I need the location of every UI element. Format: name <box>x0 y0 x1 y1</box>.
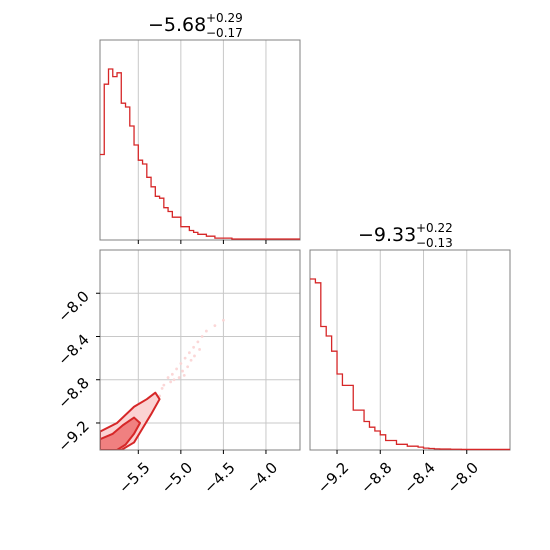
hist-1-frame <box>99 39 301 241</box>
hist-2-title: −9.33 <box>358 224 416 246</box>
hist-1-title-sup: +0.29 <box>206 11 243 25</box>
hist-2-ticks <box>336 450 468 454</box>
scatter-y-tick-label: −8.0 <box>54 287 92 325</box>
scatter-x-tick-labels: −5.5 −5.0 −4.5 −4.0 <box>115 459 281 497</box>
hist-2-tick-label: −9.2 <box>314 459 352 497</box>
scatter-x-tick-label: −5.0 <box>158 459 196 497</box>
scatter-point <box>204 329 208 333</box>
scatter-point <box>175 367 178 371</box>
hist-2-tick-labels: −9.2 −8.8 −8.4 −8.0 <box>314 459 482 497</box>
scatter-point <box>162 383 166 387</box>
scatter-contours <box>100 391 161 450</box>
hist-2-tick-label: −8.0 <box>444 459 482 497</box>
hist-panel-1: −5.68 +0.29 −0.17 <box>99 11 301 244</box>
hist-1-title-sub: −0.17 <box>206 26 243 40</box>
scatter-y-tick-label: −9.2 <box>54 417 92 455</box>
scatter-point <box>186 365 190 369</box>
scatter-y-tick-label: −8.4 <box>54 331 92 369</box>
scatter-y-tick-labels: −9.2 −8.8 −8.4 −8.0 <box>54 287 92 455</box>
hist-1-step-line <box>100 68 300 240</box>
scatter-point <box>182 374 186 377</box>
hist-2-title-main: −9.33 <box>358 224 416 246</box>
scatter-x-tick-label: −4.0 <box>243 459 281 497</box>
scatter-point <box>172 378 176 382</box>
scatter-point <box>213 324 217 328</box>
hist-2-tick-label: −8.8 <box>357 459 395 497</box>
hist-2-step-line <box>310 278 510 451</box>
scatter-point <box>179 362 183 365</box>
hist-1-title-main: −5.68 <box>148 14 206 36</box>
scatter-point <box>166 376 170 379</box>
scatter-point <box>196 340 200 344</box>
hist-1-title: −5.68 <box>148 14 206 36</box>
scatter-point <box>193 354 196 358</box>
scatter-point <box>187 351 191 355</box>
scatter-x-tick-label: −4.5 <box>200 459 238 497</box>
scatter-point <box>169 380 173 384</box>
hist-2-tick-label: −8.4 <box>400 459 438 497</box>
hist-2-gridlines <box>336 250 468 450</box>
hist-1-gridlines <box>137 40 267 240</box>
scatter-point <box>189 358 193 362</box>
scatter-x-tick-label: −5.5 <box>115 459 153 497</box>
scatter-point <box>160 386 164 390</box>
hist-panel-2: −9.2 −8.8 −8.4 −8.0 −9.33 +0.22 −0.13 <box>309 221 511 497</box>
scatter-point <box>198 348 201 351</box>
hist-2-frame <box>309 249 511 451</box>
scatter-point <box>170 372 174 376</box>
scatter-ticks <box>96 292 267 454</box>
scatter-panel: −5.5 −5.0 −4.5 −4.0 −9.2 −8.8 −8.4 −8.0 <box>54 249 301 497</box>
scatter-point <box>177 376 181 379</box>
scatter-point <box>181 369 184 373</box>
scatter-y-tick-label: −8.8 <box>54 374 92 412</box>
scatter-point <box>192 345 196 349</box>
scatter-point <box>183 356 187 360</box>
hist-2-title-sup: +0.22 <box>416 221 453 235</box>
scatter-point <box>222 318 225 322</box>
scatter-frame <box>99 249 301 451</box>
hist-2-title-sub: −0.13 <box>416 236 453 250</box>
hist-1-ticks <box>137 240 267 244</box>
scatter-contour-inner <box>100 416 141 450</box>
scatter-point <box>200 335 204 338</box>
